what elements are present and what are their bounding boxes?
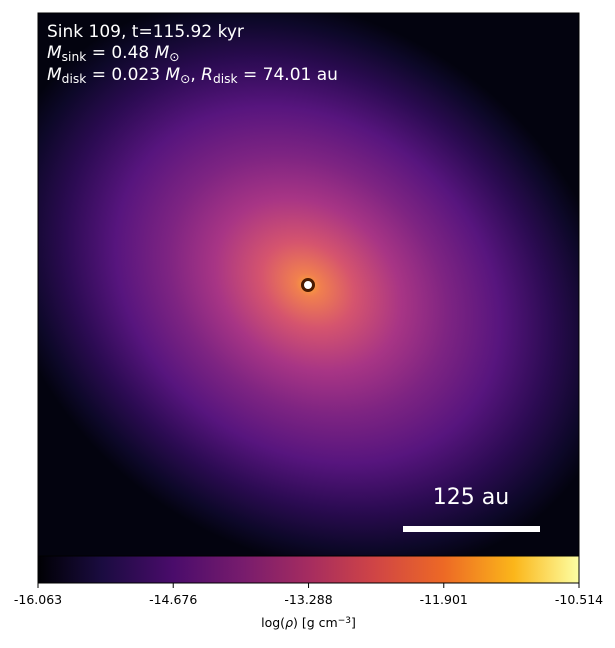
text-segment: ⊙ [169, 50, 179, 64]
annotation-line: Msink = 0.48 M⊙ [47, 43, 180, 64]
text-segment: , [190, 65, 201, 85]
tick-label: -10.514 [555, 592, 603, 607]
text-segment: ρ [285, 615, 293, 630]
text-segment: = 74.01 au [238, 65, 338, 85]
tick-label: -11.901 [420, 592, 468, 607]
colorbar [37, 555, 580, 584]
scale-bar [403, 526, 540, 532]
tick-label: -16.063 [14, 592, 62, 607]
text-segment: M [47, 43, 62, 63]
tick-label: -14.676 [149, 592, 197, 607]
text-segment: ) [g cm [293, 615, 338, 630]
text-segment: sink [62, 50, 88, 64]
colorbar-label: log(ρ) [g cm−3] [261, 615, 356, 630]
title: Sink 109, t=115.92 kyr [47, 22, 244, 42]
tick-label: -13.288 [284, 592, 332, 607]
sink-marker [301, 278, 315, 292]
text-segment: = 0.023 [86, 65, 165, 85]
text-segment: log( [261, 615, 285, 630]
scale-bar-label: 125 au [433, 485, 509, 510]
text-segment: ⊙ [180, 72, 190, 86]
text-segment: M [47, 65, 62, 85]
text-segment: −3 [338, 616, 351, 626]
text-segment: disk [62, 72, 88, 86]
text-segment: M [165, 65, 180, 85]
colorbar-axis: -16.063 -14.676 -13.288 -11.901 -10.514 [14, 583, 603, 607]
annotation-line: Mdisk = 0.023 M⊙, Rdisk = 74.01 au [47, 65, 338, 86]
text-segment: R [201, 65, 213, 85]
text-segment: ] [351, 615, 356, 630]
text-segment: disk [213, 72, 239, 86]
text-segment: = 0.48 [86, 43, 154, 63]
text-segment: M [155, 43, 170, 63]
